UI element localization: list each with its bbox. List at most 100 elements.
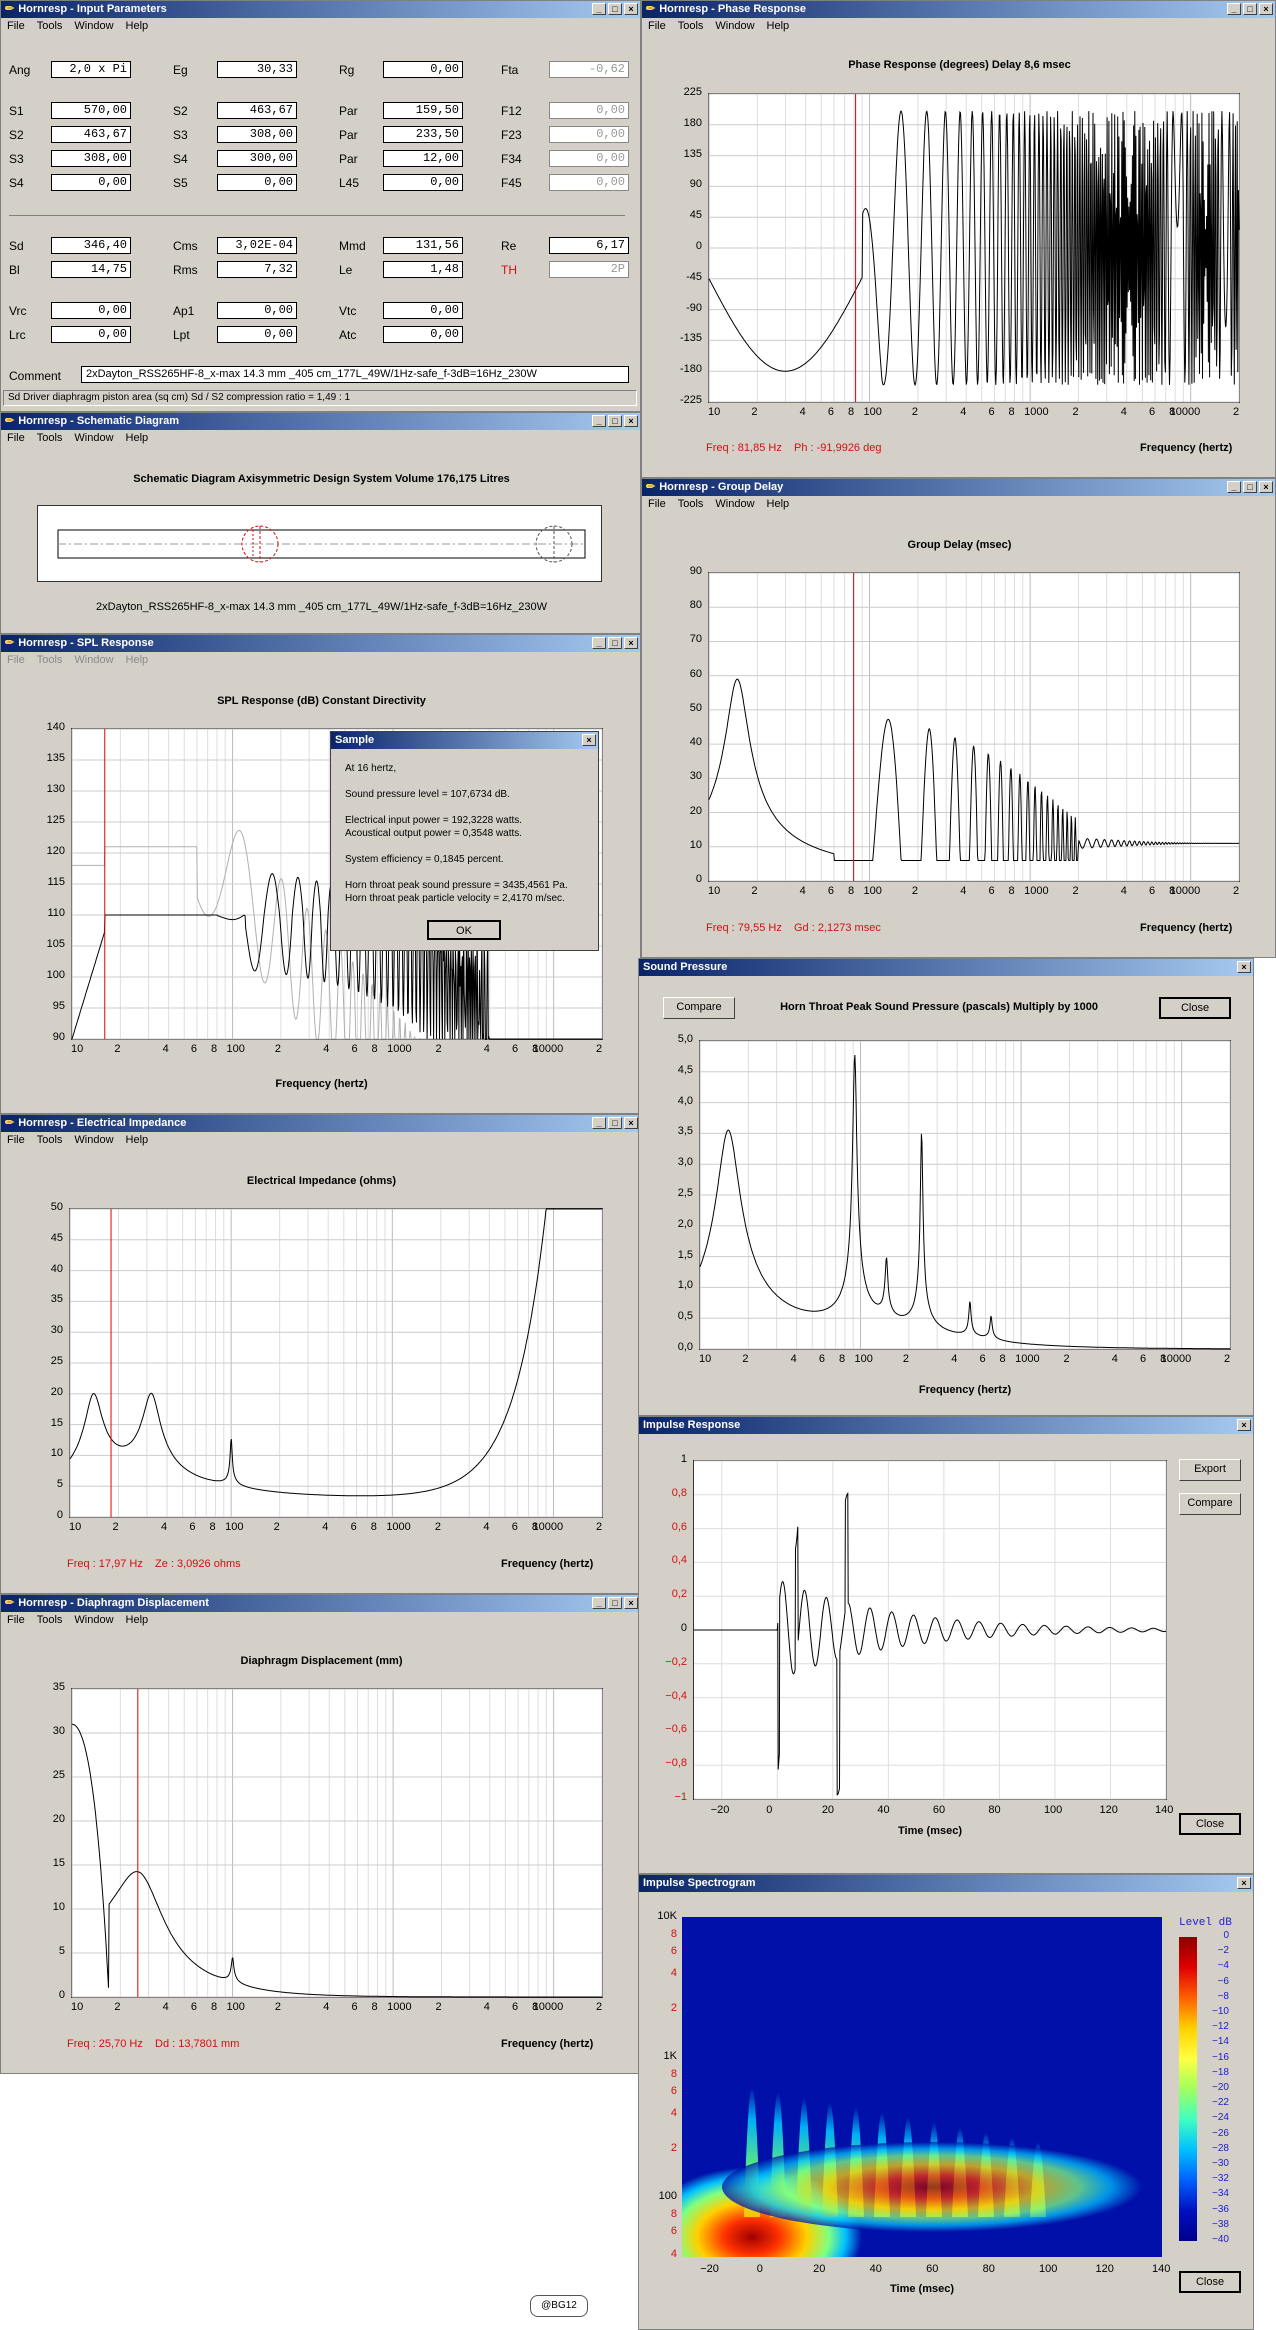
menu-tools[interactable]: Tools (677, 498, 704, 510)
param-field-th[interactable]: 2P (549, 261, 629, 278)
ok-button[interactable]: OK (427, 920, 501, 940)
menu-help[interactable]: Help (125, 1614, 149, 1626)
maximize-button[interactable]: □ (1243, 481, 1257, 493)
compare-button[interactable]: Compare (1179, 1493, 1241, 1515)
menu-window[interactable]: Window (74, 1134, 114, 1146)
param-field-s4[interactable]: 0,00 (51, 174, 131, 191)
minimize-button[interactable]: _ (592, 1597, 606, 1609)
comment-field[interactable]: 2xDayton_RSS265HF-8_x-max 14.3 mm _405 c… (81, 366, 629, 383)
menu-file[interactable]: File (648, 20, 666, 32)
impedance-plot[interactable] (69, 1208, 603, 1518)
menu-file[interactable]: File (7, 1134, 25, 1146)
param-field-cms[interactable]: 3,02E-04 (217, 237, 297, 254)
compare-button[interactable]: Compare (663, 997, 735, 1019)
minimize-button[interactable]: _ (1227, 481, 1241, 493)
param-field-vtc[interactable]: 0,00 (383, 302, 463, 319)
menu-window[interactable]: Window (715, 498, 755, 510)
menu-tools[interactable]: Tools (36, 432, 63, 444)
close-button[interactable]: × (624, 415, 638, 427)
param-field-f45[interactable]: 0,00 (549, 174, 629, 191)
menu-file[interactable]: File (7, 654, 25, 666)
param-field-re[interactable]: 6,17 (549, 237, 629, 254)
param-field-par[interactable]: 159,50 (383, 102, 463, 119)
param-field-eg[interactable]: 30,33 (217, 61, 297, 78)
param-field-fta[interactable]: -0,62 (549, 61, 629, 78)
param-field-s3[interactable]: 308,00 (51, 150, 131, 167)
param-field-par[interactable]: 12,00 (383, 150, 463, 167)
menu-tools[interactable]: Tools (677, 20, 704, 32)
param-field-lrc[interactable]: 0,00 (51, 326, 131, 343)
param-field-ap1[interactable]: 0,00 (217, 302, 297, 319)
close-window-button[interactable]: Close (1179, 2271, 1241, 2293)
group-delay-plot[interactable] (708, 572, 1240, 882)
param-field-rg[interactable]: 0,00 (383, 61, 463, 78)
param-field-lpt[interactable]: 0,00 (217, 326, 297, 343)
export-button[interactable]: Export (1179, 1459, 1241, 1481)
param-field-s2[interactable]: 463,67 (51, 126, 131, 143)
param-field-l45[interactable]: 0,00 (383, 174, 463, 191)
close-button[interactable]: × (1237, 1877, 1251, 1889)
minimize-button[interactable]: _ (592, 415, 606, 427)
param-field-s4[interactable]: 300,00 (217, 150, 297, 167)
menu-help[interactable]: Help (125, 20, 149, 32)
param-field-vrc[interactable]: 0,00 (51, 302, 131, 319)
close-button[interactable]: × (1237, 961, 1251, 973)
menu-file[interactable]: File (7, 432, 25, 444)
maximize-button[interactable]: □ (608, 3, 622, 15)
close-button[interactable]: × (624, 1117, 638, 1129)
param-field-sd[interactable]: 346,40 (51, 237, 131, 254)
param-field-le[interactable]: 1,48 (383, 261, 463, 278)
param-field-par[interactable]: 233,50 (383, 126, 463, 143)
param-field-s2[interactable]: 463,67 (217, 102, 297, 119)
param-field-rms[interactable]: 7,32 (217, 261, 297, 278)
close-window-button[interactable]: Close (1159, 997, 1231, 1019)
param-field-ang[interactable]: 2,0 x Pi (51, 61, 131, 78)
maximize-button[interactable]: □ (608, 1597, 622, 1609)
menu-tools[interactable]: Tools (36, 20, 63, 32)
minimize-button[interactable]: _ (592, 1117, 606, 1129)
menu-tools[interactable]: Tools (36, 654, 63, 666)
maximize-button[interactable]: □ (608, 1117, 622, 1129)
impulse-plot[interactable] (693, 1460, 1167, 1800)
phase-plot[interactable] (708, 93, 1240, 403)
menu-tools[interactable]: Tools (36, 1614, 63, 1626)
maximize-button[interactable]: □ (608, 637, 622, 649)
param-field-s3[interactable]: 308,00 (217, 126, 297, 143)
close-button[interactable]: × (1259, 481, 1273, 493)
close-button[interactable]: × (582, 734, 596, 746)
menu-file[interactable]: File (7, 20, 25, 32)
close-button[interactable]: × (624, 3, 638, 15)
param-field-f12[interactable]: 0,00 (549, 102, 629, 119)
menu-file[interactable]: File (648, 498, 666, 510)
param-field-mmd[interactable]: 131,56 (383, 237, 463, 254)
menu-help[interactable]: Help (125, 1134, 149, 1146)
menu-tools[interactable]: Tools (36, 1134, 63, 1146)
menu-help[interactable]: Help (766, 20, 790, 32)
close-window-button[interactable]: Close (1179, 1813, 1241, 1835)
param-field-f23[interactable]: 0,00 (549, 126, 629, 143)
menu-help[interactable]: Help (125, 654, 149, 666)
sound-pressure-plot[interactable] (699, 1040, 1231, 1350)
menu-window[interactable]: Window (715, 20, 755, 32)
minimize-button[interactable]: _ (592, 3, 606, 15)
maximize-button[interactable]: □ (608, 415, 622, 427)
menu-help[interactable]: Help (125, 432, 149, 444)
menu-window[interactable]: Window (74, 20, 114, 32)
menu-window[interactable]: Window (74, 432, 114, 444)
menu-window[interactable]: Window (74, 1614, 114, 1626)
close-button[interactable]: × (624, 1597, 638, 1609)
menu-window[interactable]: Window (74, 654, 114, 666)
minimize-button[interactable]: _ (1227, 3, 1241, 15)
close-button[interactable]: × (1237, 1419, 1251, 1431)
displacement-plot[interactable] (71, 1688, 603, 1998)
menu-file[interactable]: File (7, 1614, 25, 1626)
spectrogram-plot[interactable] (682, 1917, 1162, 2257)
param-field-atc[interactable]: 0,00 (383, 326, 463, 343)
close-button[interactable]: × (1259, 3, 1273, 15)
minimize-button[interactable]: _ (592, 637, 606, 649)
param-field-s1[interactable]: 570,00 (51, 102, 131, 119)
close-button[interactable]: × (624, 637, 638, 649)
maximize-button[interactable]: □ (1243, 3, 1257, 15)
param-field-s5[interactable]: 0,00 (217, 174, 297, 191)
param-field-bl[interactable]: 14,75 (51, 261, 131, 278)
